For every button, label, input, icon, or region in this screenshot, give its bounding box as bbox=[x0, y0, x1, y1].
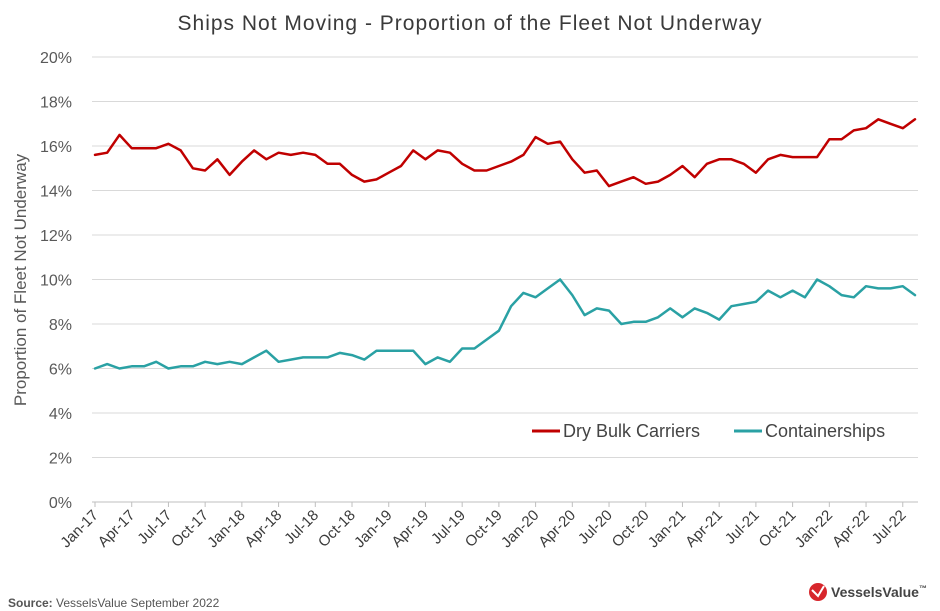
x-tick-label: Oct-21 bbox=[756, 507, 800, 551]
x-tick-marks bbox=[94, 502, 904, 507]
x-tick-label: Apr-19 bbox=[388, 507, 432, 551]
x-tick-label: Apr-20 bbox=[535, 507, 579, 551]
x-tick-label: Jul-22 bbox=[869, 507, 910, 548]
source-note: Source: VesselsValue September 2022 bbox=[8, 596, 220, 610]
x-tick-label: Jan-18 bbox=[204, 507, 248, 551]
y-tick-labels: 0% 2% 4% 6% 8% 10% 12% 14% 16% 18% 20% bbox=[40, 50, 72, 512]
x-tick-label: Jul-20 bbox=[575, 507, 616, 548]
y-tick-label: 18% bbox=[40, 95, 72, 112]
source-text: VesselsValue September 2022 bbox=[53, 596, 220, 610]
x-tick-label: Jan-21 bbox=[645, 507, 689, 551]
gridlines bbox=[92, 56, 918, 503]
series-line-dry-bulk bbox=[93, 118, 917, 188]
y-tick-label: 0% bbox=[49, 495, 72, 512]
x-tick-label: Jan-17 bbox=[57, 507, 101, 551]
y-axis-label: Proportion of Fleet Not Underway bbox=[11, 153, 30, 406]
y-tick-label: 14% bbox=[40, 184, 72, 201]
x-tick-label: Apr-22 bbox=[829, 507, 873, 551]
x-tick-label: Jan-20 bbox=[498, 507, 542, 551]
x-tick-label: Jul-18 bbox=[281, 507, 322, 548]
series-lines bbox=[93, 118, 917, 370]
x-tick-labels: Jan-17Apr-17Jul-17Oct-17Jan-18Apr-18Jul-… bbox=[57, 507, 909, 551]
brand-logo: VesselsValue™ bbox=[809, 583, 927, 601]
brand-logo-icon bbox=[809, 583, 827, 601]
y-tick-label: 20% bbox=[40, 50, 72, 67]
x-tick-label: Oct-18 bbox=[315, 507, 359, 551]
x-tick-label: Apr-17 bbox=[95, 507, 139, 551]
y-tick-label: 12% bbox=[40, 228, 72, 245]
chart-title: Ships Not Moving - Proportion of the Fle… bbox=[178, 12, 763, 35]
x-tick-label: Jan-22 bbox=[792, 507, 836, 551]
x-tick-label: Jan-19 bbox=[351, 507, 395, 551]
x-tick-label: Apr-18 bbox=[242, 507, 286, 551]
series-line-containerships bbox=[93, 278, 917, 370]
y-tick-label: 4% bbox=[49, 406, 72, 423]
y-tick-label: 10% bbox=[40, 273, 72, 290]
x-tick-label: Jul-19 bbox=[428, 507, 469, 548]
x-tick-label: Apr-21 bbox=[682, 507, 726, 551]
x-tick-label: Oct-17 bbox=[168, 507, 212, 551]
y-tick-label: 8% bbox=[49, 317, 72, 334]
legend-label-dry-bulk: Dry Bulk Carriers bbox=[563, 421, 700, 441]
x-tick-label: Oct-20 bbox=[609, 507, 653, 551]
source-label: Source: bbox=[8, 596, 53, 610]
y-tick-label: 6% bbox=[49, 362, 72, 379]
y-tick-label: 2% bbox=[49, 451, 72, 468]
y-tick-label: 16% bbox=[40, 139, 72, 156]
x-tick-label: Jul-21 bbox=[722, 507, 763, 548]
x-tick-label: Oct-19 bbox=[462, 507, 506, 551]
brand-name: VesselsValue™ bbox=[831, 584, 927, 600]
x-tick-label: Jul-17 bbox=[134, 507, 175, 548]
legend-label-containerships: Containerships bbox=[765, 421, 885, 441]
legend: Dry Bulk Carriers Containerships bbox=[532, 421, 885, 441]
brand-logo-mark bbox=[811, 585, 825, 598]
